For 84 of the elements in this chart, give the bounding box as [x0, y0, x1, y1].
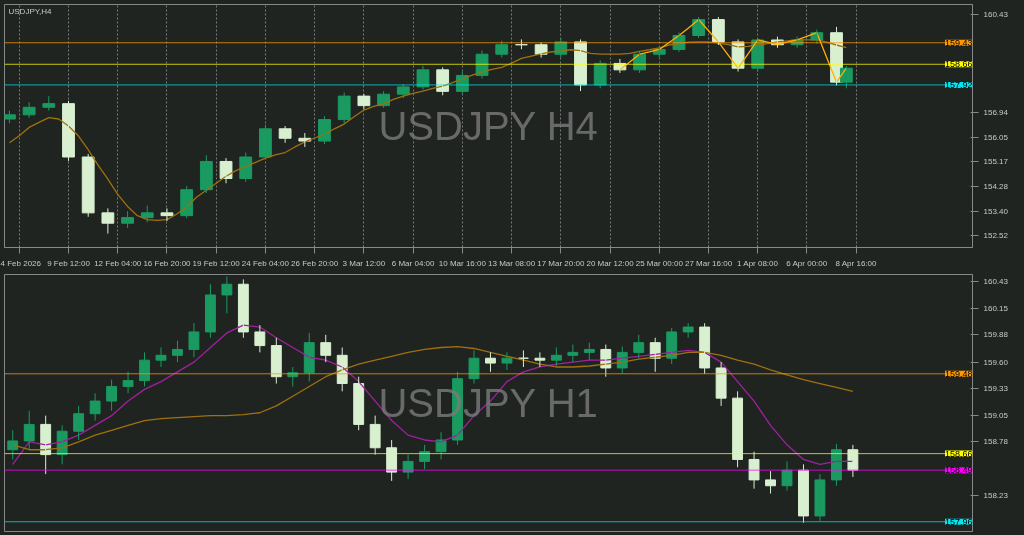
ref-line-label: 159.48: [944, 368, 973, 379]
y-tick-label: 159.33: [983, 383, 1009, 393]
candlestick: [337, 91, 351, 124]
x-tick-label: 10 Mar 16:00: [438, 258, 487, 268]
ref-line-label: 158.66: [944, 59, 973, 70]
candlestick: [106, 379, 118, 412]
y-tick-label: 159.88: [983, 330, 1009, 340]
x-tick-label: 17 Mar 20:00: [537, 258, 585, 268]
candlestick: [254, 324, 266, 353]
x-tick-label: 6 Apr 00:00: [786, 258, 828, 268]
x-tick-label: 26 Feb 20:00: [291, 258, 339, 268]
candlestick: [583, 342, 595, 361]
candlestick: [765, 470, 776, 495]
y-tick-label: 155.17: [983, 157, 1009, 167]
candlestick: [199, 154, 213, 194]
candlestick: [73, 405, 85, 441]
ref-line-label: 158.49: [944, 465, 973, 476]
x-tick-label: 19 Feb 12:00: [192, 258, 241, 268]
candlestick: [172, 340, 183, 363]
y-tick-label: 158.78: [983, 437, 1009, 447]
candlestick: [517, 349, 529, 368]
candlestick: [567, 344, 579, 363]
y-tick-label: 152.52: [983, 231, 1009, 241]
x-tick-label: 4 Feb 2026: [0, 258, 42, 268]
annotation: USDJPY,H4: [8, 6, 53, 16]
y-tick-label: 156.05: [983, 132, 1009, 142]
candlestick: [239, 152, 253, 183]
x-tick-label: 16 Feb 20:00: [143, 258, 192, 268]
candlestick: [121, 210, 134, 229]
candlestick: [501, 351, 513, 371]
y-tick-label: 153.40: [983, 206, 1009, 216]
candlestick: [485, 351, 496, 373]
x-tick-label: 9 Feb 12:00: [47, 258, 91, 268]
candlestick: [42, 95, 56, 112]
candlestick: [732, 390, 744, 468]
x-tick-label: 25 Mar 00:00: [635, 258, 684, 268]
candlestick: [237, 278, 249, 339]
candlestick: [682, 322, 694, 339]
y-tick-label: 160.43: [983, 276, 1009, 286]
candlestick: [353, 376, 365, 431]
candlestick: [357, 93, 371, 110]
candlestick: [204, 283, 216, 339]
candlestick: [259, 124, 272, 161]
x-tick-label: 6 Mar 04:00: [391, 258, 436, 268]
candlestick: [748, 451, 760, 490]
y-tick-label: 160.15: [983, 304, 1009, 314]
candlestick: [188, 322, 200, 358]
candlestick: [320, 334, 332, 363]
x-tick-label: 3 Mar 12:00: [342, 258, 386, 268]
candlestick: [101, 207, 115, 235]
x-tick-label: 13 Mar 08:00: [488, 258, 536, 268]
candlestick: [122, 371, 134, 394]
text: USDJPY H4: [378, 104, 598, 148]
ref-line-label: 158.66: [944, 448, 973, 459]
x-tick-label: 20 Mar 12:00: [586, 258, 635, 268]
candlestick: [633, 334, 645, 359]
x-tick-label: 12 Feb 04:00: [94, 258, 142, 268]
ref-line-label: 157.96: [944, 516, 973, 527]
candlestick: [62, 100, 75, 162]
candlestick: [798, 463, 809, 524]
candlestick: [155, 347, 167, 368]
candlestick: [495, 40, 509, 59]
y-tick-label: 154.28: [983, 182, 1009, 192]
y-tick-label: 156.94: [983, 107, 1009, 117]
candlestick: [140, 205, 154, 223]
candlestick: [81, 153, 95, 218]
y-tick-label: 160.43: [983, 10, 1009, 20]
x-tick-label: 8 Apr 16:00: [835, 258, 878, 268]
candlestick: [369, 415, 381, 456]
candlestick: [515, 38, 528, 50]
y-tick-label: 159.60: [983, 357, 1009, 367]
x-tick-label: 1 Apr 08:00: [737, 258, 779, 268]
x-tick-label: 27 Mar 16:00: [684, 258, 733, 268]
y-tick-label: 158.23: [983, 490, 1009, 500]
candlestick: [814, 473, 826, 522]
candlestick: [4, 110, 16, 124]
candlestick: [318, 115, 331, 145]
candlestick: [160, 207, 174, 222]
ref-line-label: 157.92: [944, 79, 973, 90]
candlestick: [550, 347, 562, 367]
y-tick-label: 159.05: [983, 411, 1009, 421]
x-tick-label: 24 Feb 04:00: [241, 258, 290, 268]
candlestick: [23, 410, 35, 451]
ref-line-label: 159.43: [944, 37, 973, 48]
